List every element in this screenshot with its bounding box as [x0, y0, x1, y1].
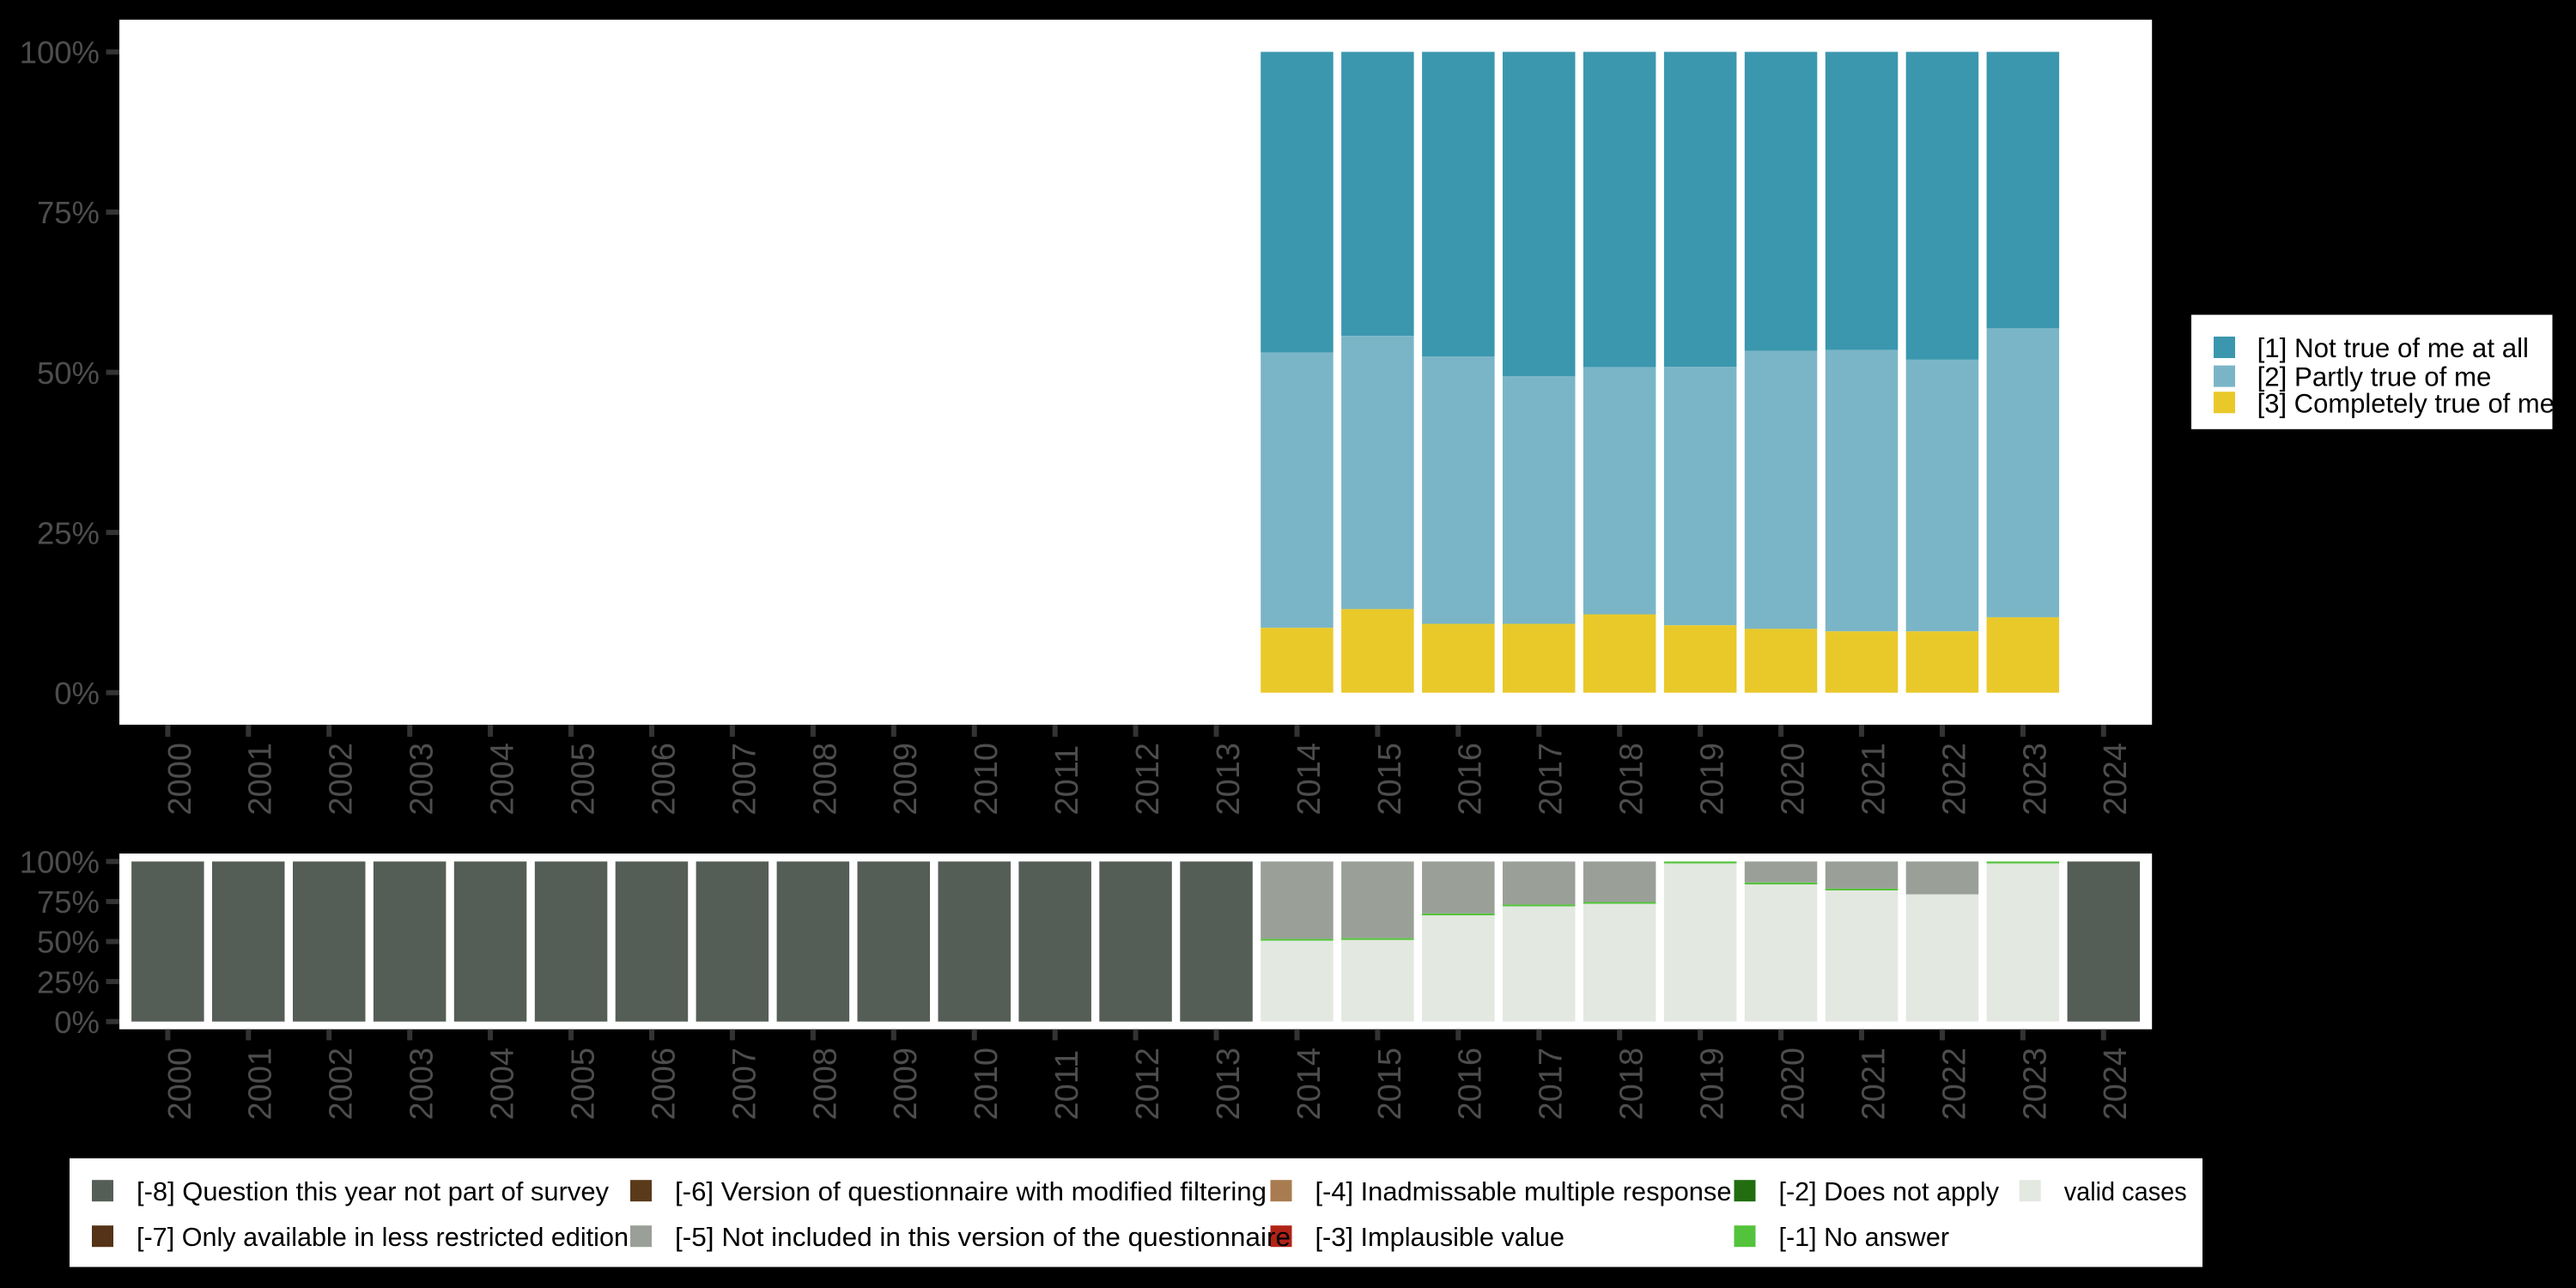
svg-text:2016: 2016 [1453, 743, 1489, 816]
svg-text:2023: 2023 [2017, 1048, 2053, 1121]
svg-text:2009: 2009 [888, 1048, 924, 1121]
svg-text:100%: 100% [20, 35, 100, 70]
svg-text:2022: 2022 [1936, 743, 1972, 816]
svg-text:2001: 2001 [243, 1048, 279, 1121]
svg-text:2007: 2007 [726, 743, 762, 816]
svg-text:2001: 2001 [243, 743, 279, 816]
svg-text:2003: 2003 [404, 1048, 440, 1121]
svg-text:2011: 2011 [1049, 745, 1085, 816]
svg-text:2006: 2006 [646, 1048, 682, 1121]
svg-text:0%: 0% [54, 676, 100, 711]
svg-text:2005: 2005 [565, 1048, 601, 1121]
svg-text:25%: 25% [37, 964, 100, 999]
svg-text:[-3] Implausible value: [-3] Implausible value [1315, 1222, 1565, 1252]
svg-text:2008: 2008 [807, 1048, 843, 1121]
svg-text:[-2] Does not apply: [-2] Does not apply [1779, 1176, 2000, 1206]
svg-text:2012: 2012 [1130, 743, 1166, 816]
svg-text:[-5] Not included in this vers: [-5] Not included in this version of the… [675, 1222, 1291, 1252]
svg-text:2020: 2020 [1776, 743, 1812, 816]
svg-text:[2] Partly true of me: [2] Partly true of me [2257, 361, 2492, 392]
svg-text:2004: 2004 [485, 743, 521, 816]
svg-text:75%: 75% [37, 884, 100, 920]
svg-text:2022: 2022 [1936, 1048, 1972, 1121]
svg-text:2015: 2015 [1372, 743, 1408, 816]
svg-text:2024: 2024 [2098, 743, 2134, 816]
svg-text:25%: 25% [37, 515, 100, 550]
svg-text:50%: 50% [37, 355, 100, 391]
svg-text:2000: 2000 [162, 743, 198, 816]
svg-text:50%: 50% [37, 925, 100, 960]
svg-text:2013: 2013 [1211, 1048, 1247, 1121]
svg-text:[1] Not true of me at all: [1] Not true of me at all [2257, 332, 2529, 363]
svg-text:2023: 2023 [2017, 743, 2053, 816]
svg-text:2003: 2003 [404, 743, 440, 816]
svg-text:2010: 2010 [969, 1048, 1005, 1121]
svg-text:2017: 2017 [1534, 1048, 1570, 1121]
svg-text:2014: 2014 [1291, 743, 1327, 816]
svg-text:2006: 2006 [646, 743, 682, 816]
svg-text:2007: 2007 [726, 1048, 762, 1121]
svg-text:100%: 100% [20, 845, 100, 880]
svg-text:2011: 2011 [1049, 1050, 1085, 1121]
svg-text:[-8] Question this year not pa: [-8] Question this year not part of surv… [137, 1176, 609, 1206]
svg-text:2015: 2015 [1372, 1048, 1408, 1121]
svg-text:2009: 2009 [888, 743, 924, 816]
svg-text:2008: 2008 [807, 743, 843, 816]
svg-text:2014: 2014 [1291, 1048, 1327, 1121]
svg-text:2020: 2020 [1776, 1048, 1812, 1121]
svg-text:2002: 2002 [324, 1048, 360, 1121]
svg-text:2016: 2016 [1453, 1048, 1489, 1121]
svg-text:2005: 2005 [565, 743, 601, 816]
svg-text:2012: 2012 [1130, 1048, 1166, 1121]
svg-text:75%: 75% [37, 195, 100, 230]
svg-text:2019: 2019 [1695, 743, 1731, 816]
svg-text:[-7] Only available in less re: [-7] Only available in less restricted e… [137, 1222, 629, 1252]
svg-text:[-1] No answer: [-1] No answer [1779, 1222, 1950, 1252]
svg-text:2017: 2017 [1534, 743, 1570, 816]
svg-text:2000: 2000 [162, 1048, 198, 1121]
svg-text:2004: 2004 [485, 1048, 521, 1121]
svg-text:2010: 2010 [969, 743, 1005, 816]
svg-text:2013: 2013 [1211, 743, 1247, 816]
svg-text:2018: 2018 [1614, 743, 1650, 816]
svg-text:2024: 2024 [2098, 1048, 2134, 1121]
svg-text:2021: 2021 [1856, 743, 1892, 816]
svg-text:valid cases: valid cases [2064, 1176, 2187, 1206]
svg-text:[3] Completely true of me: [3] Completely true of me [2257, 387, 2555, 418]
svg-text:2019: 2019 [1695, 1048, 1731, 1121]
svg-text:2002: 2002 [324, 743, 360, 816]
svg-text:2021: 2021 [1856, 1048, 1892, 1121]
svg-text:[-6] Version of questionnaire: [-6] Version of questionnaire with modif… [675, 1176, 1267, 1206]
svg-text:0%: 0% [54, 1005, 100, 1040]
svg-text:2018: 2018 [1614, 1048, 1650, 1121]
svg-text:[-4] Inadmissable multiple res: [-4] Inadmissable multiple response [1315, 1176, 1732, 1206]
